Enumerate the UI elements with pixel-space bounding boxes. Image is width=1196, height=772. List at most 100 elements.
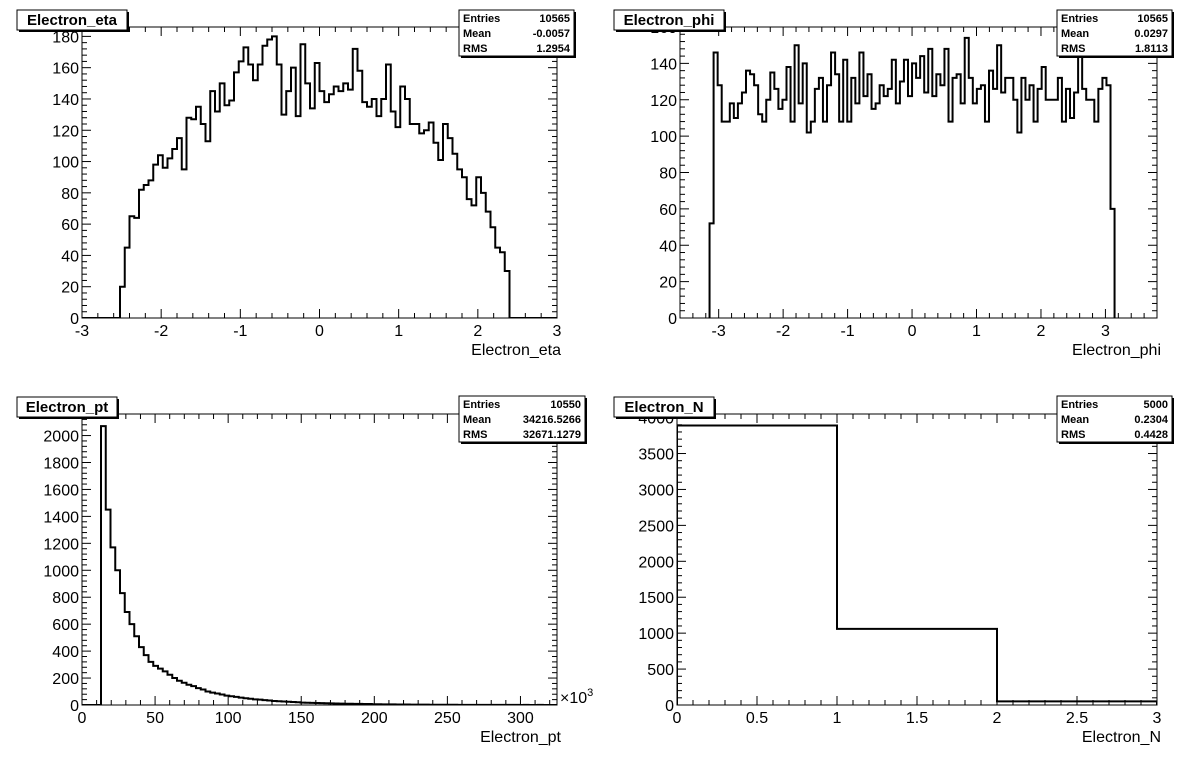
stats-value: -0.0057 (533, 28, 570, 40)
y-tick-label: 200 (52, 671, 79, 688)
x-tick-label: 250 (434, 710, 461, 727)
pad-title: Electron_pt (26, 399, 109, 416)
x-tick-label: 3 (1101, 323, 1110, 340)
x-tick-label: -3 (712, 323, 726, 340)
stats-label: Entries (1061, 13, 1098, 25)
y-tick-label: 800 (52, 590, 79, 607)
y-tick-label: 80 (659, 166, 677, 183)
title-box (16, 9, 128, 31)
x-axis-title: Electron_phi (1072, 342, 1161, 359)
x-tick-label: 100 (215, 710, 242, 727)
stats-box (1056, 395, 1173, 443)
x-tick-label: 0 (673, 710, 682, 727)
x-axis-multiplier: ×103 (560, 687, 593, 707)
stats-box (458, 9, 575, 57)
x-tick-label: -1 (840, 323, 854, 340)
y-tick-label: 60 (61, 217, 79, 234)
x-tick-label: 300 (507, 710, 534, 727)
title-box (613, 396, 715, 418)
y-tick-label: 400 (52, 644, 79, 661)
stats-value: 5000 (1144, 399, 1168, 411)
plot-frame (679, 26, 1158, 319)
x-tick-label: 1 (972, 323, 981, 340)
x-tick-label: 150 (288, 710, 315, 727)
x-tick-label: 2 (993, 710, 1002, 727)
x-tick-label: 1.5 (906, 710, 928, 727)
y-tick-label: 20 (61, 280, 79, 297)
x-axis-title: Electron_eta (471, 342, 561, 359)
x-tick-label: -2 (776, 323, 790, 340)
histogram-series (677, 424, 1157, 705)
y-tick-label: 180 (52, 29, 79, 46)
y-tick-label: 1800 (43, 456, 79, 473)
stats-value: 0.4428 (1134, 429, 1168, 441)
pad-title: Electron_N (624, 399, 703, 416)
x-tick-label: 1 (833, 710, 842, 727)
stats-value: 34216.5266 (523, 414, 581, 426)
stats-label: RMS (1061, 429, 1085, 441)
stats-label: RMS (1061, 43, 1085, 55)
pad-1: -3 -2 -1 0 1 2 3020406080100120140160180Electr… (16, 9, 576, 359)
y-tick-label: 140 (650, 56, 677, 73)
y-tick-label: 500 (647, 662, 674, 679)
stats-value: 10565 (539, 13, 570, 25)
y-tick-label: 140 (52, 92, 79, 109)
y-tick-label: 120 (650, 93, 677, 110)
x-tick-label: 2 (473, 323, 482, 340)
x-tick-label: 1 (394, 323, 403, 340)
pad-title: Electron_phi (624, 12, 715, 29)
y-tick-label: 1400 (43, 509, 79, 526)
stats-label: Entries (1061, 399, 1098, 411)
stats-value: 0.0297 (1134, 28, 1168, 40)
y-tick-label: 120 (52, 123, 79, 140)
stats-label: Mean (463, 28, 491, 40)
stats-value: 32671.1279 (523, 429, 581, 441)
y-tick-label: 0 (70, 698, 79, 715)
histogram-series (82, 35, 557, 318)
y-tick-label: 0 (668, 311, 677, 328)
stats-label: RMS (463, 429, 487, 441)
stats-label: Mean (463, 414, 491, 426)
x-tick-label: 3 (1153, 710, 1162, 727)
y-tick-label: 2000 (43, 429, 79, 446)
x-tick-label: 0.5 (746, 710, 768, 727)
pad-title: Electron_eta (27, 12, 118, 29)
x-axis-title: Electron_pt (480, 729, 561, 746)
stats-value: 10550 (550, 399, 581, 411)
y-tick-label: 1000 (638, 626, 674, 643)
y-tick-label: 2500 (638, 518, 674, 535)
stats-box (1056, 9, 1173, 57)
y-tick-label: 3000 (638, 482, 674, 499)
stats-label: Mean (1061, 414, 1089, 426)
x-tick-label: -3 (75, 323, 89, 340)
y-tick-label: 1500 (638, 590, 674, 607)
stats-label: Mean (1061, 28, 1089, 40)
histogram-series (708, 36, 1116, 318)
plot-frame (676, 413, 1158, 706)
y-tick-label: 1200 (43, 536, 79, 553)
x-tick-label: 0 (908, 323, 917, 340)
x-tick-label: 3 (553, 323, 562, 340)
y-tick-label: 80 (61, 186, 79, 203)
y-tick-label: 160 (52, 61, 79, 78)
y-tick-label: 40 (659, 238, 677, 255)
x-tick-label: 50 (146, 710, 164, 727)
y-tick-label: 3500 (638, 447, 674, 464)
stats-label: Entries (463, 13, 500, 25)
y-tick-label: 1600 (43, 482, 79, 499)
y-tick-label: 600 (52, 617, 79, 634)
y-tick-label: 40 (61, 248, 79, 265)
x-axis-title: Electron_N (1082, 729, 1161, 746)
y-tick-label: 0 (70, 311, 79, 328)
y-tick-label: 100 (650, 129, 677, 146)
title-box (613, 9, 725, 31)
y-tick-label: 2000 (638, 554, 674, 571)
x-tick-label: 2 (1037, 323, 1046, 340)
stats-value: 1.8113 (1135, 43, 1168, 55)
pad-4: 0 0.5 1 1.5 2 2.5 3 0 500 1000 1500 2000 2500 3000 350… (613, 395, 1174, 746)
y-tick-label: 60 (659, 202, 677, 219)
stats-label: RMS (463, 43, 487, 55)
x-tick-label: -1 (233, 323, 247, 340)
y-tick-label: 1000 (43, 563, 79, 580)
